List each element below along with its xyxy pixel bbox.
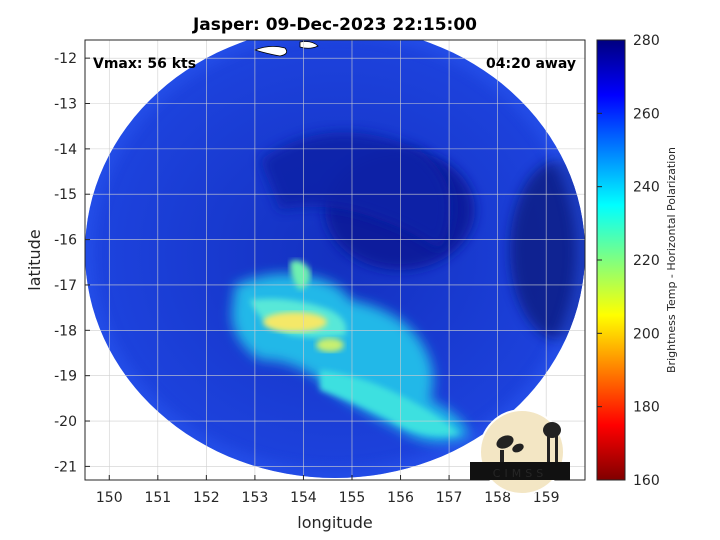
y-axis-label: latitude [25,229,44,290]
y-tick-label: -18 [54,323,77,339]
x-tick-label: 150 [96,490,123,506]
colorbar-label: Brightness Temp - Horizontal Polarizatio… [665,147,678,373]
y-tick-label: -14 [54,142,77,158]
axes-box [84,39,586,481]
y-tick-label: -17 [54,278,77,294]
time-away-label: 04:20 away [486,56,576,72]
x-tick-label: 151 [144,490,171,506]
colorbar-tick-label: 260 [633,106,660,122]
y-tick-label: -21 [54,459,77,475]
colorbar-tick-label: 160 [633,473,660,489]
y-tick-label: -12 [54,51,77,67]
y-axis-ticks: -12 -13 -14 -15 -16 -17 -18 -19 -20 -21 [54,51,90,475]
y-tick-label: -15 [54,187,77,203]
colorbar-tick-label: 180 [633,400,660,416]
logo-text: CIMSS [493,467,547,480]
x-axis-ticks: 150 151 152 153 154 155 156 157 158 159 [96,475,560,506]
x-tick-label: 154 [290,490,317,506]
x-tick-label: 153 [242,490,269,506]
x-tick-label: 152 [193,490,220,506]
grid-lines [85,40,585,480]
y-tick-label: -16 [54,233,77,249]
x-tick-label: 159 [533,490,560,506]
cimss-logo: CIMSS [470,409,570,495]
colorbar-tick-label: 220 [633,253,660,269]
vmax-label: Vmax: 56 kts [93,56,196,72]
colorbar-tick-label: 280 [633,33,660,49]
y-tick-label: -19 [54,369,77,385]
x-tick-label: 157 [436,490,463,506]
x-tick-label: 156 [387,490,414,506]
colorbar-tick-label: 200 [633,326,660,342]
x-axis-label: longitude [297,513,372,532]
colorbar-ticks: 280 260 240 220 200 180 160 [597,33,660,489]
x-tick-label: 158 [484,490,511,506]
y-tick-label: -13 [54,97,77,113]
y-tick-label: -20 [54,414,77,430]
satellite-swath [85,40,585,478]
x-tick-label: 155 [339,490,366,506]
figure-title: Jasper: 09-Dec-2023 22:15:00 [192,15,477,35]
colorbar-tick-label: 240 [633,180,660,196]
